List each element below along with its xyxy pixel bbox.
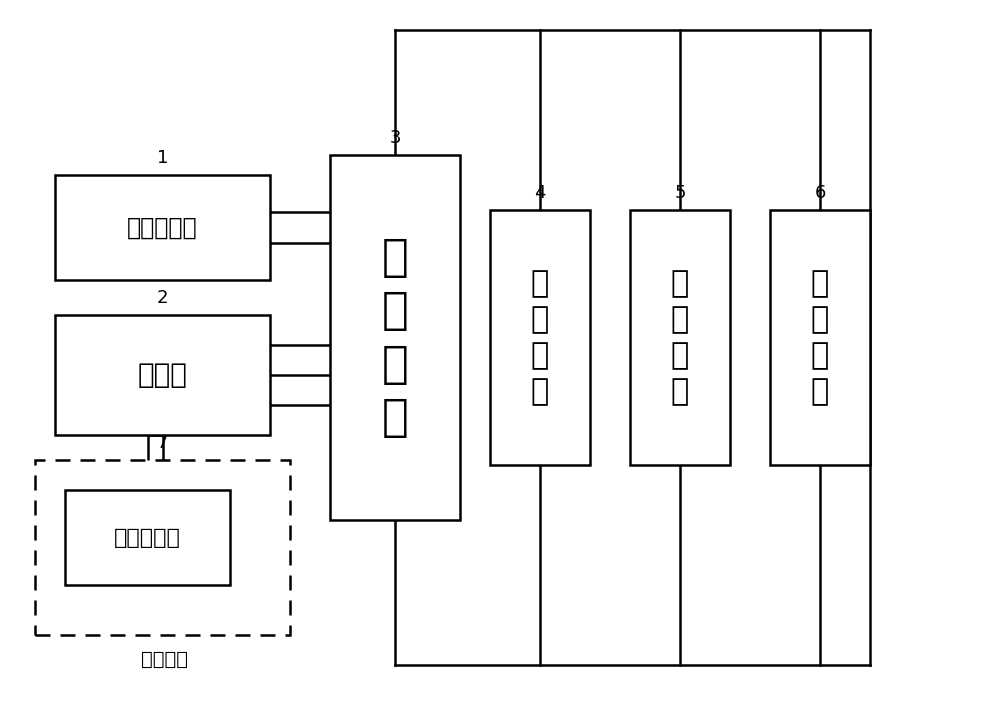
Text: 7: 7	[157, 434, 168, 452]
Bar	[55, 315, 270, 435]
Text: 储
能
电
容: 储 能 电 容	[382, 236, 408, 439]
Text: 2: 2	[157, 289, 168, 307]
Bar	[35, 460, 290, 635]
Bar	[65, 490, 230, 585]
Text: 1: 1	[157, 149, 168, 167]
Text: 高压充电机: 高压充电机	[127, 215, 198, 240]
Text: 蓄电池: 蓄电池	[138, 361, 187, 389]
Text: 实时监测: 实时监测	[142, 650, 188, 669]
Bar	[490, 210, 590, 465]
Bar	[630, 210, 730, 465]
Text: 5: 5	[674, 184, 686, 202]
Text: 3: 3	[389, 129, 401, 147]
Text: 4: 4	[534, 184, 546, 202]
Text: 补
偿
支
路: 补 偿 支 路	[811, 269, 829, 406]
Text: 放
电
支
路: 放 电 支 路	[531, 269, 549, 406]
Bar	[55, 175, 270, 280]
Bar	[330, 155, 460, 520]
Text: 6: 6	[814, 184, 826, 202]
Text: 第二充电机: 第二充电机	[114, 528, 181, 547]
Bar	[770, 210, 870, 465]
Text: 馈
能
支
路: 馈 能 支 路	[671, 269, 689, 406]
